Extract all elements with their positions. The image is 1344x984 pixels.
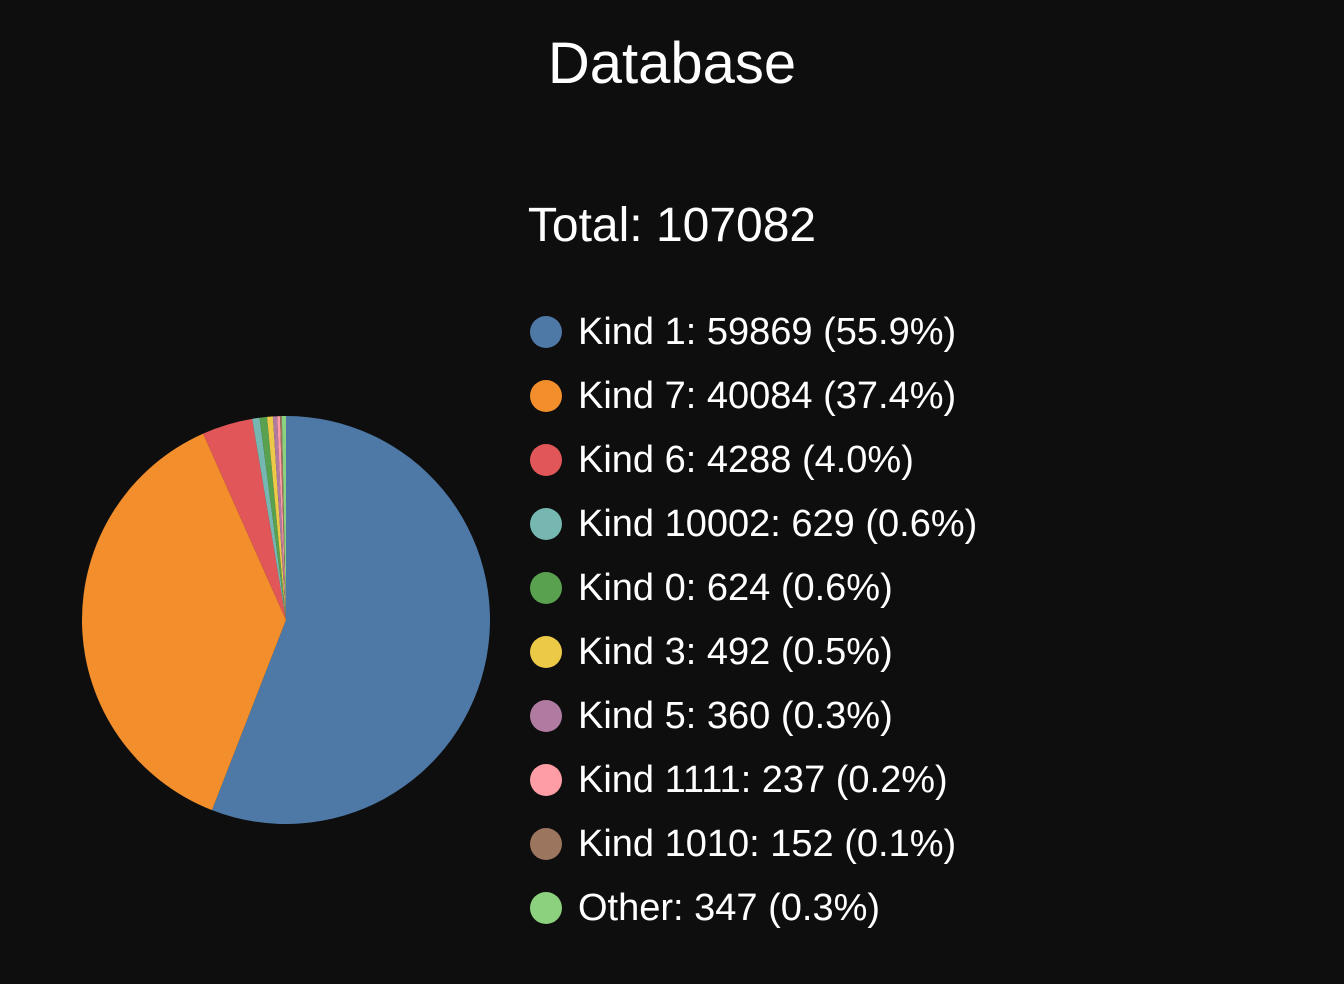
legend-label: Kind 0: 624 (0.6%): [578, 567, 893, 609]
legend-item: Kind 10002: 629 (0.6%): [530, 492, 977, 556]
legend-item: Kind 1: 59869 (55.9%): [530, 300, 977, 364]
pie-slice-9: [281, 416, 286, 620]
pie-slice-4: [259, 416, 286, 620]
legend-label: Kind 1111: 237 (0.2%): [578, 759, 948, 801]
page-title: Database: [547, 31, 797, 96]
legend-swatch: [530, 508, 562, 540]
pie-slice-7: [277, 416, 286, 620]
pie-slice-3: [252, 417, 286, 620]
pie-slice-2: [203, 418, 286, 620]
pie-slice-5: [267, 416, 286, 620]
legend-item: Kind 3: 492 (0.5%): [530, 620, 977, 684]
legend: Kind 1: 59869 (55.9%) Kind 7: 40084 (37.4…: [530, 300, 977, 940]
legend-swatch: [530, 764, 562, 796]
legend-swatch: [530, 380, 562, 412]
legend-label: Kind 7: 40084 (37.4%): [578, 375, 957, 417]
legend-item: Kind 7: 40084 (37.4%): [530, 364, 977, 428]
legend-swatch: [530, 316, 562, 348]
legend-swatch: [530, 892, 562, 924]
pie-slice-1: [81, 433, 286, 811]
legend-swatch: [530, 572, 562, 604]
legend-swatch: [530, 636, 562, 668]
pie-slice-0: [211, 416, 490, 824]
pie-chart: [81, 416, 490, 824]
legend-swatch: [530, 700, 562, 732]
legend-label: Kind 10002: 629 (0.6%): [578, 503, 978, 545]
legend-label: Kind 3: 492 (0.5%): [578, 631, 893, 673]
legend-label: Kind 1010: 152 (0.1%): [578, 823, 957, 865]
legend-label: Other: 347 (0.3%): [578, 887, 881, 929]
legend-label: Kind 5: 360 (0.3%): [578, 695, 893, 737]
pie-slice-8: [280, 416, 286, 620]
legend-label: Kind 6: 4288 (4.0%): [578, 439, 914, 481]
legend-item: Kind 1111: 237 (0.2%): [530, 748, 977, 812]
legend-item: Kind 0: 624 (0.6%): [530, 556, 977, 620]
pie-slice-6: [272, 416, 286, 620]
legend-item: Other: 347 (0.3%): [530, 876, 977, 940]
total-count: Total: 107082: [527, 199, 817, 252]
legend-label: Kind 1: 59869 (55.9%): [578, 311, 957, 353]
legend-swatch: [530, 444, 562, 476]
legend-item: Kind 6: 4288 (4.0%): [530, 428, 977, 492]
legend-item: Kind 1010: 152 (0.1%): [530, 812, 977, 876]
legend-swatch: [530, 828, 562, 860]
legend-item: Kind 5: 360 (0.3%): [530, 684, 977, 748]
